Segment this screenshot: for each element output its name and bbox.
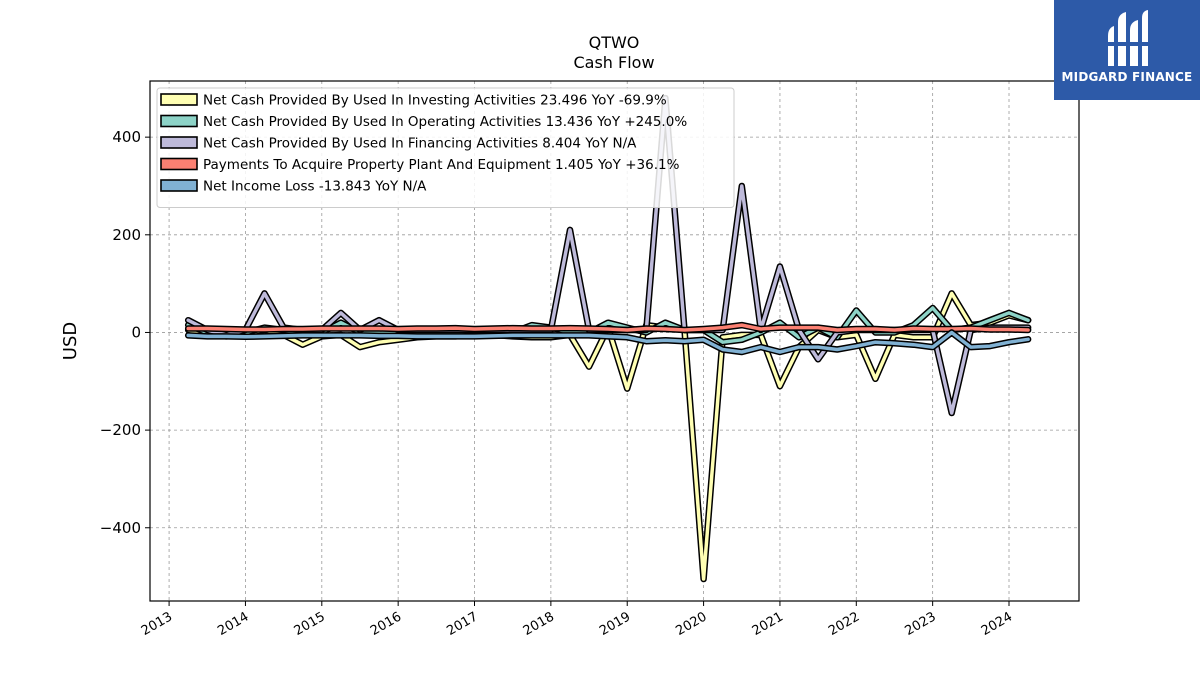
series-layer [184, 94, 1032, 583]
x-tick-label: 2019 [597, 609, 633, 639]
chart-title: QTWO [589, 33, 640, 52]
legend-swatch [160, 114, 198, 128]
y-tick-label: 400 [112, 128, 141, 146]
legend-entry-label: Net Cash Provided By Used In Investing A… [203, 93, 667, 109]
legend-entry-label: Net Cash Provided By Used In Financing A… [203, 136, 637, 152]
plot-frame [149, 80, 1080, 602]
x-tick-label: 2015 [292, 609, 328, 639]
x-tick-label: 2022 [826, 609, 862, 639]
y-tick-label: −400 [100, 519, 141, 537]
series-line-5 [184, 329, 1032, 356]
x-tick-label: 2020 [673, 609, 709, 639]
x-tick-label: 2016 [368, 609, 404, 639]
legend-swatch [160, 179, 198, 192]
legend-box [156, 87, 735, 208]
legend-swatch [160, 136, 198, 149]
legend-entry-label: Net Income Loss -13.843 YoY N/A [203, 179, 427, 195]
legend-swatch [160, 93, 198, 106]
y-axis-label: USD [60, 322, 81, 360]
legend: Net Cash Provided By Used In Investing A… [156, 87, 735, 208]
legend-entry-label: Payments To Acquire Property Plant And E… [203, 157, 680, 173]
series-line-4 [184, 321, 1032, 334]
series-stroke [186, 323, 1030, 332]
x-tick-label: 2024 [979, 609, 1015, 639]
y-tick-label: −200 [100, 421, 141, 439]
chart-subtitle: Cash Flow [573, 53, 654, 72]
y-tick-label: 200 [112, 226, 141, 244]
series-stroke [186, 330, 1030, 354]
x-tick-label: 2021 [750, 609, 786, 639]
x-tick-label: 2018 [521, 609, 557, 639]
y-tick-label: 0 [131, 323, 141, 341]
legend-entry-label: Net Cash Provided By Used In Operating A… [203, 114, 687, 130]
legend-swatch [160, 157, 198, 171]
x-tick-label: 2014 [215, 609, 251, 639]
midgard-logo-icon [1106, 10, 1150, 66]
x-tick-label: 2013 [139, 609, 175, 639]
x-tick-label: 2023 [902, 609, 938, 639]
midgard-finance-logo: MIDGARD FINANCE [1054, 0, 1200, 100]
logo-text: MIDGARD FINANCE [1061, 70, 1193, 84]
x-tick-label: 2017 [444, 609, 480, 639]
